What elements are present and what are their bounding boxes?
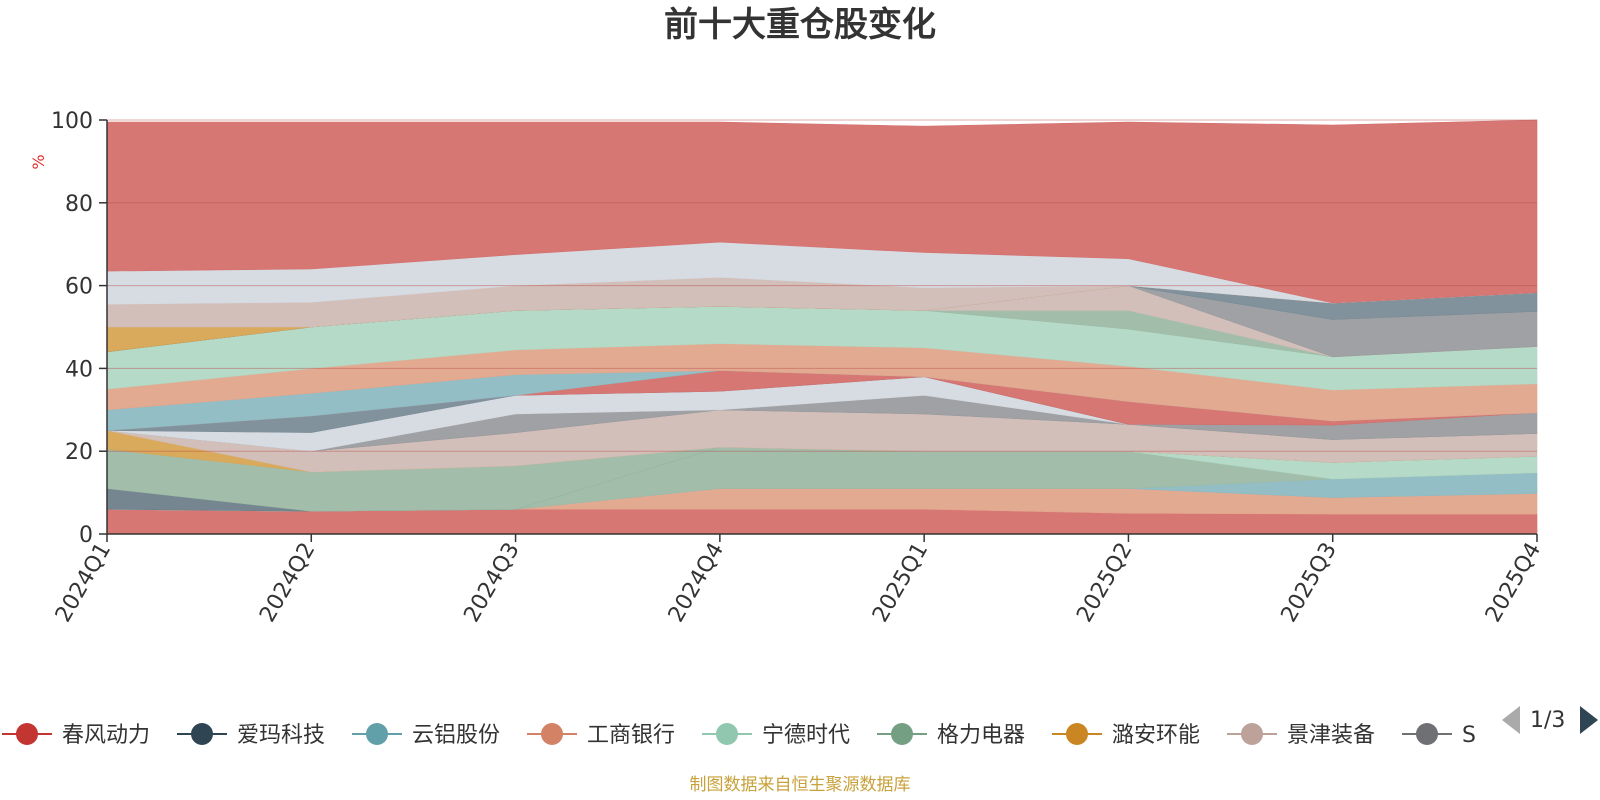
y-tick-label: 80 xyxy=(65,192,93,217)
triangle-right-icon[interactable] xyxy=(1580,706,1598,734)
gridlines xyxy=(107,119,1537,452)
legend-label: 云铝股份 xyxy=(412,723,500,748)
area-layers xyxy=(106,119,1538,535)
legend-label: 爱玛科技 xyxy=(237,723,325,748)
legend-label: 景津装备 xyxy=(1287,723,1375,748)
legend-marker xyxy=(1241,723,1263,745)
legend-marker xyxy=(716,723,738,745)
legend-item[interactable]: S xyxy=(1402,723,1476,748)
y-axis-ticks: 0 20 40 60 80 100 xyxy=(51,109,107,548)
y-axis-unit: % xyxy=(29,154,48,169)
legend-marker xyxy=(191,723,213,745)
x-tick-label: 2025Q2 xyxy=(1072,539,1137,627)
source-note: 制图数据来自恒生聚源数据库 xyxy=(690,775,911,795)
legend-label: 工商银行 xyxy=(587,723,675,748)
legend-item[interactable]: 潞安环能 xyxy=(1052,723,1200,748)
legend-label: 宁德时代 xyxy=(762,723,850,748)
legend-marker xyxy=(891,723,913,745)
x-tick-label: 2024Q3 xyxy=(459,539,524,627)
x-tick-label: 2025Q1 xyxy=(868,539,933,627)
x-axis-ticks: 2024Q1 2024Q2 2024Q3 2024Q4 2025Q1 2025Q2 2025… xyxy=(51,534,1546,627)
legend-marker xyxy=(1066,723,1088,745)
y-tick-label: 0 xyxy=(79,523,93,548)
legend-pager: 1/3 xyxy=(1502,706,1598,734)
legend-label: 格力电器 xyxy=(937,723,1025,748)
y-tick-label: 40 xyxy=(65,357,93,382)
legend-page-label: 1/3 xyxy=(1530,708,1565,733)
area-layer-26 xyxy=(106,119,1538,304)
legend-marker xyxy=(16,723,38,745)
legend-marker xyxy=(541,723,563,745)
legend-item[interactable]: 宁德时代 xyxy=(702,723,850,748)
legend-item[interactable]: 工商银行 xyxy=(527,723,675,748)
x-tick-label: 2024Q2 xyxy=(255,539,320,627)
legend-marker xyxy=(1416,723,1438,745)
legend-label: 春风动力 xyxy=(62,723,150,748)
y-tick-label: 100 xyxy=(51,109,93,134)
legend-label: S xyxy=(1462,723,1476,748)
legend-item[interactable]: 爱玛科技 xyxy=(177,723,325,748)
legend: 春风动力 爱玛科技 云铝股份 工商银行 宁德时代 格力电器 潞安环能 景津装备 S xyxy=(2,723,1476,748)
legend-item[interactable]: 格力电器 xyxy=(877,723,1025,748)
legend-item[interactable]: 春风动力 xyxy=(2,723,150,748)
x-tick-label: 2024Q1 xyxy=(51,539,116,627)
triangle-left-icon[interactable] xyxy=(1502,706,1520,734)
legend-item[interactable]: 景津装备 xyxy=(1227,723,1375,748)
axes xyxy=(106,120,1537,535)
legend-label: 潞安环能 xyxy=(1112,723,1200,748)
legend-item[interactable]: 云铝股份 xyxy=(352,723,500,748)
y-tick-label: 20 xyxy=(65,440,93,465)
x-tick-label: 2025Q3 xyxy=(1277,539,1342,627)
x-tick-label: 2024Q4 xyxy=(664,539,729,627)
x-tick-label: 2025Q4 xyxy=(1481,539,1546,627)
chart-title: 前十大重仓股变化 xyxy=(664,5,936,45)
legend-marker xyxy=(366,723,388,745)
y-tick-label: 60 xyxy=(65,275,93,300)
